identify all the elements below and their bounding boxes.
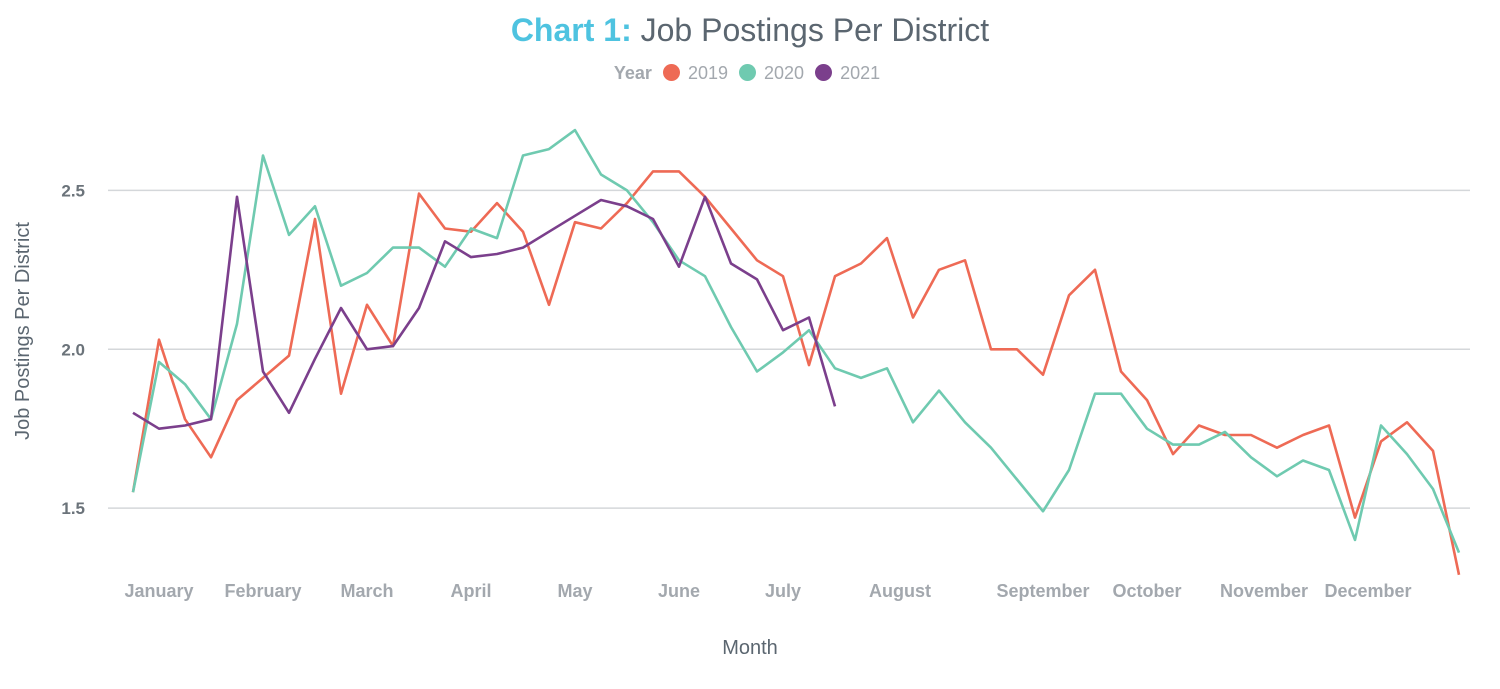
x-tick-label: February	[224, 581, 301, 601]
x-tick-label: September	[996, 581, 1089, 601]
chart-title-text: Job Postings Per District	[640, 12, 990, 48]
series-line-2021[interactable]	[132, 195, 837, 431]
y-axis-ticks: 1.5 2.0 2.5	[61, 181, 85, 518]
x-tick-label: March	[340, 581, 393, 601]
x-tick-label: August	[869, 581, 931, 601]
legend-swatch-2020	[739, 64, 756, 81]
x-tick-label: October	[1112, 581, 1181, 601]
legend: Year 2019 2020 2021	[0, 63, 1500, 84]
series-lines	[131, 128, 1461, 576]
legend-swatch-2021	[815, 64, 833, 81]
chart-title: Chart 1: Job Postings Per District	[0, 12, 1500, 49]
x-tick-label: July	[765, 581, 801, 601]
x-tick-label: June	[658, 581, 700, 601]
legend-item-2019[interactable]: 2019	[662, 63, 728, 84]
x-axis-label: Month	[722, 637, 778, 659]
x-tick-label: May	[557, 581, 592, 601]
chart-title-prefix: Chart 1:	[510, 12, 632, 48]
x-tick-label: April	[450, 581, 491, 601]
legend-item-2020[interactable]: 2020	[739, 63, 804, 84]
y-tick-label: 1.5	[61, 499, 85, 518]
x-tick-label: January	[124, 581, 193, 601]
x-axis-ticks: January February March April May June July Augu…	[124, 581, 1411, 601]
legend-title: Year	[613, 63, 652, 83]
y-tick-label: 2.0	[61, 340, 85, 359]
y-axis-label: Job Postings Per District	[12, 222, 34, 440]
y-tick-label: 2.5	[61, 181, 85, 200]
legend-item-2021[interactable]: 2021	[815, 63, 880, 84]
legend-label-2021: 2021	[840, 63, 881, 83]
series-line-2020[interactable]	[131, 128, 1461, 554]
x-tick-label: November	[1220, 581, 1308, 601]
series-line-2019[interactable]	[131, 170, 1461, 576]
legend-label-2019: 2019	[687, 63, 728, 83]
x-tick-label: December	[1324, 581, 1411, 601]
legend-label-2020: 2020	[764, 63, 805, 83]
legend-swatch-2019	[662, 64, 680, 81]
